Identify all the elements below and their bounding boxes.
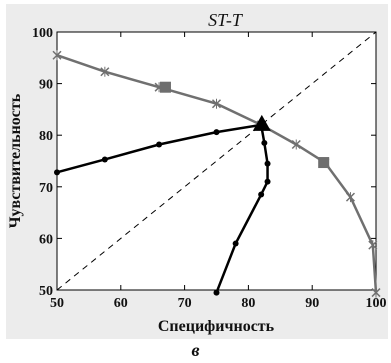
series-point-marker: [264, 160, 271, 167]
series-layer: [52, 31, 381, 298]
y-tick-label: 100: [32, 26, 53, 41]
y-axis-label: Чувствительность: [7, 93, 24, 228]
series-point-marker: [368, 240, 378, 251]
x-tick-label: 80: [241, 296, 255, 311]
series-point-marker: [232, 240, 239, 247]
series-point-marker: [258, 191, 265, 198]
series-point-marker: [345, 192, 356, 203]
x-axis-label: Специфичность: [158, 318, 275, 335]
series-line-4: [56, 31, 377, 291]
series-point-marker: [211, 98, 222, 109]
y-axis-ticks: 50 60 70 80 90 100: [32, 26, 376, 299]
chart-title: ST-T: [208, 10, 244, 30]
series-point-marker: [264, 178, 271, 185]
y-tick-label: 80: [39, 129, 53, 144]
series-point-marker: [156, 141, 163, 148]
x-tick-label: 100: [366, 296, 387, 311]
series-point-marker: [261, 139, 268, 146]
y-tick-label: 70: [39, 181, 53, 196]
series-point-marker: [213, 289, 220, 296]
y-tick-label: 90: [39, 78, 53, 93]
figure-panel: ST-T 50 60 70 80 90 100 50 60 70 80 90 100 Специфи…: [6, 4, 388, 339]
series-point-marker: [101, 156, 108, 163]
y-tick-label: 50: [39, 284, 53, 299]
x-tick-label: 70: [178, 296, 192, 311]
highlight-square-marker: [318, 157, 330, 169]
highlight-triangle-marker: [252, 114, 271, 131]
series-point-marker: [371, 287, 381, 298]
roc-chart: ST-T 50 60 70 80 90 100 50 60 70 80 90 100 Специфи…: [7, 10, 387, 335]
series-line-1: [56, 54, 378, 293]
series-point-marker: [52, 50, 62, 61]
highlight-square-marker: [159, 81, 171, 93]
x-tick-label: 90: [305, 296, 319, 311]
series-point-marker: [213, 129, 220, 136]
series-point-marker: [100, 66, 110, 77]
x-tick-label: 50: [50, 296, 64, 311]
y-tick-label: 60: [39, 232, 53, 247]
x-tick-label: 60: [114, 296, 128, 311]
panel-letter: в: [191, 340, 200, 360]
series-point-marker: [54, 169, 60, 176]
series-point-marker: [291, 139, 301, 150]
